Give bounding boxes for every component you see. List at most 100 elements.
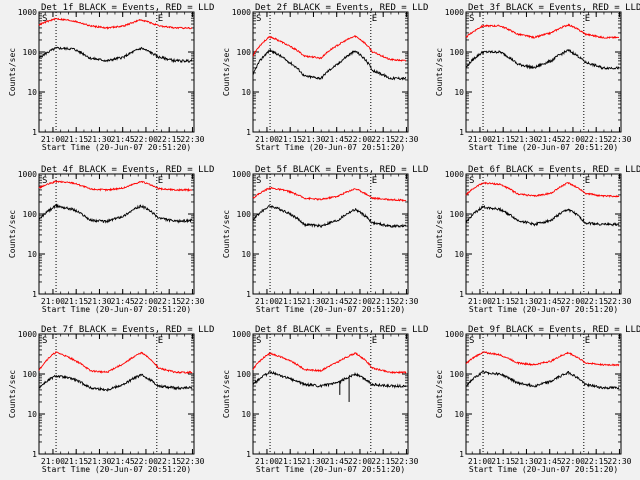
- y-tick-label: 1000: [445, 330, 464, 339]
- x-tick-label: 22:30: [180, 297, 204, 306]
- x-tick-label: 22:30: [394, 297, 418, 306]
- events-series-line: [465, 48, 620, 70]
- events-series-line: [252, 47, 407, 81]
- panel-title: Det 4f BLACK = Events, RED = LLD: [41, 165, 214, 175]
- y-axis-label: Counts/sec: [435, 370, 444, 418]
- marker-label: S: [256, 336, 261, 346]
- y-tick-label: 100: [23, 210, 38, 219]
- panel-title: Det 2f BLACK = Events, RED = LLD: [255, 3, 428, 13]
- marker-label: E: [585, 14, 590, 24]
- x-tick-label: 22:00: [348, 297, 372, 306]
- x-tick-label: 21:15: [491, 135, 515, 144]
- x-tick-label: 21:00: [468, 297, 492, 306]
- marker-label: S: [256, 14, 261, 24]
- y-tick-label: 1: [32, 450, 37, 459]
- x-tick-label: 21:00: [41, 135, 65, 144]
- x-tick-label: 22:15: [584, 457, 608, 466]
- plot-frame: [252, 173, 409, 295]
- y-axis-label: Counts/sec: [222, 210, 231, 258]
- marker-label: S: [256, 176, 261, 186]
- x-tick-label: 21:45: [111, 297, 135, 306]
- x-tick-label: 21:45: [538, 135, 562, 144]
- panel-title: Det 5f BLACK = Events, RED = LLD: [255, 165, 428, 175]
- marker-label: S: [469, 336, 474, 346]
- plot-frame: [252, 333, 409, 455]
- x-tick-label: 21:00: [468, 457, 492, 466]
- plot-frame: [465, 11, 622, 133]
- y-tick-label: 100: [450, 48, 465, 57]
- x-tick-label: 22:15: [371, 297, 395, 306]
- lld-series-line: [465, 23, 619, 39]
- marker-label: S: [42, 14, 47, 24]
- y-axis-label: Counts/sec: [222, 370, 231, 418]
- x-tick-label: 21:45: [111, 457, 135, 466]
- x-tick-label: 21:15: [64, 135, 88, 144]
- y-axis-label: Counts/sec: [8, 48, 17, 96]
- panel-title: Det 7f BLACK = Events, RED = LLD: [41, 325, 214, 335]
- y-tick-label: 1: [459, 290, 464, 299]
- y-axis-label: Counts/sec: [222, 48, 231, 96]
- x-tick-label: 22:00: [134, 135, 158, 144]
- y-tick-label: 1: [246, 290, 251, 299]
- x-tick-label: 21:00: [255, 135, 279, 144]
- marker-label: E: [158, 14, 163, 24]
- marker-label: E: [585, 336, 590, 346]
- x-axis-label: Start Time (20-Jun-07 20:51:20): [256, 305, 405, 314]
- y-tick-label: 1000: [18, 170, 37, 179]
- x-tick-label: 21:00: [255, 297, 279, 306]
- x-tick-label: 22:00: [348, 457, 372, 466]
- x-tick-label: 21:15: [278, 297, 302, 306]
- x-tick-label: 21:30: [301, 135, 325, 144]
- y-tick-label: 1000: [18, 8, 37, 17]
- y-tick-label: 1: [459, 450, 464, 459]
- x-tick-label: 21:15: [278, 135, 302, 144]
- lld-series-line: [465, 181, 620, 198]
- marker-label: E: [585, 176, 590, 186]
- events-series-line: [38, 373, 193, 392]
- x-tick-label: 21:30: [87, 297, 111, 306]
- panel: Det 3f BLACK = Events, RED = LLD 1 10 100 10…: [435, 3, 640, 152]
- x-tick-label: 21:15: [64, 297, 88, 306]
- y-tick-label: 10: [241, 410, 251, 419]
- x-tick-label: 21:45: [538, 297, 562, 306]
- plot-frame: [465, 173, 622, 295]
- y-tick-label: 1: [246, 128, 251, 137]
- events-series-line: [465, 205, 620, 227]
- x-tick-label: 21:45: [325, 457, 349, 466]
- y-tick-label: 100: [450, 210, 465, 219]
- x-axis-label: Start Time (20-Jun-07 20:51:20): [256, 465, 405, 474]
- panel-title: Det 9f BLACK = Events, RED = LLD: [468, 325, 640, 335]
- x-axis-label: Start Time (20-Jun-07 20:51:20): [469, 305, 618, 314]
- x-tick-label: 21:15: [491, 457, 515, 466]
- panel: Det 2f BLACK = Events, RED = LLD 1 10 100 10…: [222, 3, 428, 152]
- x-tick-label: 22:00: [561, 457, 585, 466]
- x-tick-label: 22:30: [180, 135, 204, 144]
- lld-series-line: [252, 186, 407, 202]
- x-tick-label: 21:30: [514, 135, 538, 144]
- y-axis-label: Counts/sec: [435, 210, 444, 258]
- panel: Det 1f BLACK = Events, RED = LLD 1 10 100 10…: [8, 3, 214, 152]
- y-tick-label: 1000: [445, 170, 464, 179]
- panel-title: Det 8f BLACK = Events, RED = LLD: [255, 325, 428, 335]
- x-tick-label: 21:30: [301, 457, 325, 466]
- x-tick-label: 21:45: [538, 457, 562, 466]
- x-tick-label: 21:45: [325, 135, 349, 144]
- y-tick-label: 1000: [232, 8, 251, 17]
- events-series-line: [252, 205, 407, 229]
- y-tick-label: 10: [241, 250, 251, 259]
- plot-frame: [38, 333, 195, 455]
- y-tick-label: 100: [23, 48, 38, 57]
- x-tick-label: 22:15: [157, 297, 181, 306]
- x-tick-label: 22:00: [561, 297, 585, 306]
- x-tick-label: 21:45: [325, 297, 349, 306]
- y-axis-label: Counts/sec: [435, 48, 444, 96]
- x-tick-label: 22:30: [394, 457, 418, 466]
- x-axis-label: Start Time (20-Jun-07 20:51:20): [469, 143, 618, 152]
- y-tick-label: 1: [32, 290, 37, 299]
- panel: Det 6f BLACK = Events, RED = LLD 1 10 100 10…: [435, 165, 640, 314]
- x-tick-label: 21:30: [87, 457, 111, 466]
- x-tick-label: 21:15: [278, 457, 302, 466]
- y-tick-label: 1000: [18, 330, 37, 339]
- x-axis-label: Start Time (20-Jun-07 20:51:20): [42, 305, 191, 314]
- x-tick-label: 22:15: [371, 457, 395, 466]
